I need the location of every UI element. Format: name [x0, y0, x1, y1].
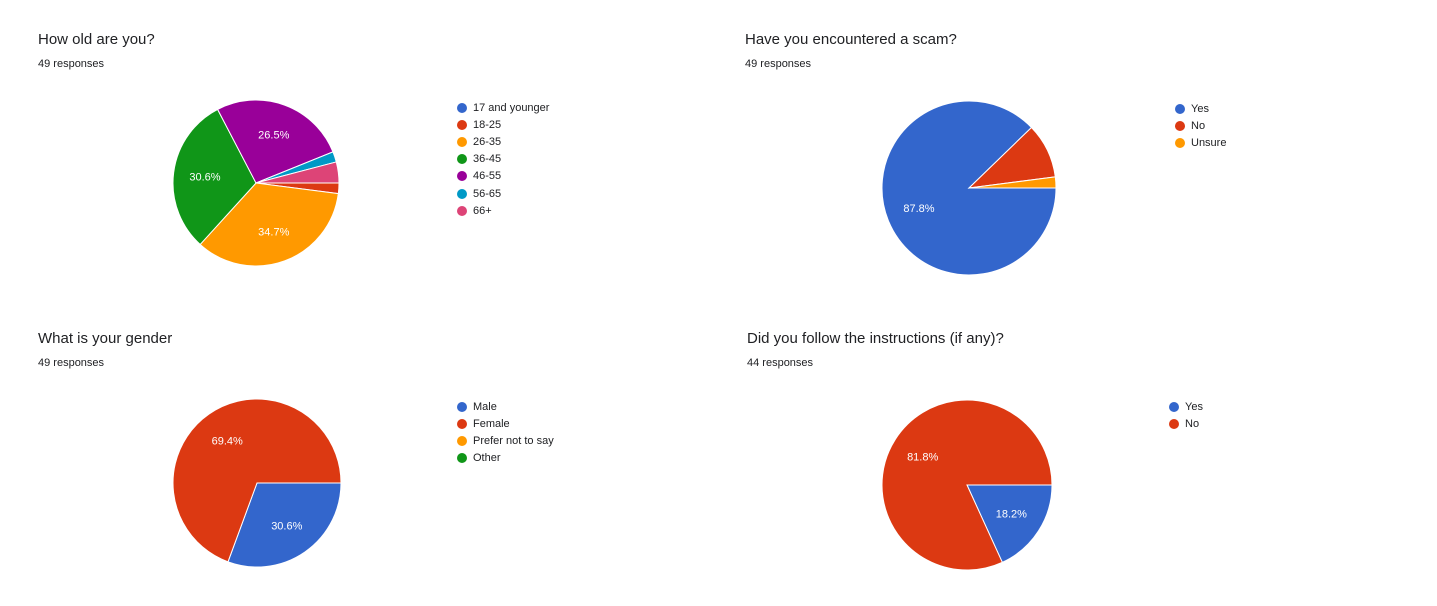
response-count: 49 responses	[38, 58, 105, 70]
chart-title: Did you follow the instructions (if any)…	[747, 330, 1004, 347]
legend-item: 56-65	[457, 185, 549, 202]
legend-label: Male	[473, 400, 497, 413]
pie-slice-male	[227, 482, 342, 568]
chart-legend: Yes No	[1169, 398, 1203, 432]
slice-percent-label: 30.6%	[271, 521, 302, 533]
legend-swatch	[457, 136, 467, 147]
legend-item: Yes	[1169, 398, 1203, 415]
legend-swatch	[457, 171, 467, 182]
legend-label: Yes	[1185, 400, 1203, 413]
legend-swatch	[457, 119, 467, 130]
chart-title: Have you encountered a scam?	[745, 31, 957, 48]
pie-slice-36-45	[172, 108, 257, 246]
legend-swatch	[457, 205, 467, 216]
legend-item: 66+	[457, 202, 549, 219]
legend-swatch	[457, 154, 467, 165]
slice-percent-label: 26.5%	[258, 130, 289, 142]
slice-percent-label: 87.8%	[903, 203, 934, 215]
legend-label: Other	[473, 452, 501, 465]
legend-item: No	[1175, 117, 1226, 134]
legend-swatch	[457, 435, 467, 446]
legend-item: 26-35	[457, 133, 549, 150]
legend-item: Female	[457, 415, 554, 432]
legend-item: 46-55	[457, 168, 549, 185]
legend-label: Yes	[1191, 102, 1209, 115]
chart-legend: Male Female Prefer not to say Other	[457, 398, 554, 467]
legend-label: No	[1191, 119, 1206, 132]
chart-title: What is your gender	[38, 330, 173, 347]
legend-swatch	[457, 102, 467, 113]
legend-swatch	[1169, 418, 1179, 429]
legend-item: Male	[457, 398, 554, 415]
legend-swatch	[1169, 401, 1179, 412]
legend-item: Prefer not to say	[457, 432, 554, 449]
response-count: 44 responses	[747, 357, 814, 369]
response-count: 49 responses	[745, 58, 812, 70]
legend-label: 17 and younger	[473, 101, 550, 114]
slice-percent-label: 69.4%	[212, 435, 243, 447]
legend-swatch	[457, 188, 467, 199]
legend-swatch	[457, 418, 467, 429]
legend-swatch	[457, 401, 467, 412]
legend-item: No	[1169, 415, 1203, 432]
pie-slice-no	[881, 399, 1053, 571]
pie-chart-age: 34.7% 30.6% 26.5%	[172, 99, 340, 267]
legend-item: 18-25	[457, 116, 549, 133]
legend-item: 36-45	[457, 151, 549, 168]
legend-swatch	[1175, 120, 1185, 131]
pie-slice-yes	[966, 484, 1053, 563]
pie-chart-instructions: 18.2% 81.8%	[881, 399, 1053, 571]
legend-item: Unsure	[1175, 134, 1226, 151]
response-count: 49 responses	[38, 357, 105, 369]
legend-label: 66+	[473, 204, 492, 217]
slice-percent-label: 18.2%	[996, 508, 1027, 520]
legend-label: 36-45	[473, 153, 502, 166]
legend-item: 17 and younger	[457, 99, 549, 116]
pie-slice-26-35	[199, 182, 339, 267]
pie-slice-unsure	[968, 176, 1057, 189]
chart-legend: 17 and younger 18-25 26-35 36-45 46-55 56-65 6…	[457, 99, 549, 219]
legend-swatch	[457, 453, 467, 464]
legend-item: Other	[457, 450, 554, 467]
slice-percent-label: 30.6%	[189, 171, 220, 183]
legend-label: 18-25	[473, 118, 502, 131]
legend-label: No	[1185, 417, 1200, 430]
legend-item: Yes	[1175, 100, 1226, 117]
slice-percent-label: 81.8%	[907, 452, 938, 464]
pie-chart-scam: 87.8%	[881, 100, 1057, 276]
legend-swatch	[1175, 137, 1185, 148]
chart-legend: Yes No Unsure	[1175, 100, 1226, 152]
legend-label: 46-55	[473, 170, 502, 183]
legend-label: 26-35	[473, 135, 502, 148]
legend-label: Unsure	[1191, 136, 1227, 149]
legend-label: Prefer not to say	[473, 434, 554, 447]
slice-percent-label: 34.7%	[258, 226, 289, 238]
pie-slice-66-	[255, 161, 340, 184]
chart-title: How old are you?	[38, 31, 155, 48]
legend-swatch	[1175, 103, 1185, 114]
pie-slice-female	[172, 398, 342, 563]
pie-chart-gender: 30.6% 69.4%	[172, 398, 342, 568]
legend-label: Female	[473, 417, 510, 430]
pie-slice-46-55	[216, 99, 334, 184]
legend-label: 56-65	[473, 187, 502, 200]
